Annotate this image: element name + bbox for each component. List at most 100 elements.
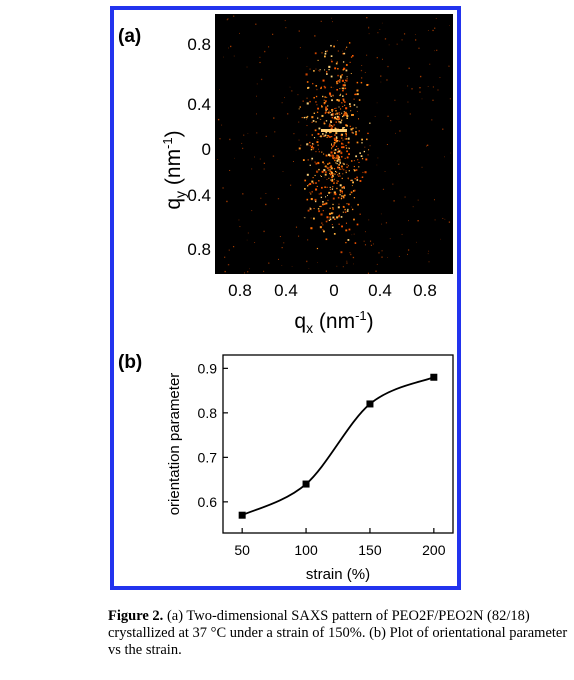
saxs-scatter-dot [310, 198, 313, 201]
saxs-scatter-dot [289, 184, 292, 186]
figure-svg: (a) 0.8 0.4 0 0.4 0.8 0.8 0.4 0 0.4 0.8 qy (nm-1… [118, 14, 454, 583]
panel-b-y-axis-label: orientation parameter [166, 373, 183, 516]
saxs-scatter-dot [344, 104, 346, 106]
saxs-scatter-dot [315, 121, 317, 123]
saxs-scatter-dot [344, 111, 347, 114]
saxs-scatter-dot [329, 169, 331, 171]
saxs-scatter-dot [356, 110, 358, 112]
saxs-scatter-dot [364, 231, 366, 233]
saxs-scatter-dot [360, 81, 363, 84]
saxs-scatter-dot [386, 79, 388, 81]
saxs-scatter-dot [330, 173, 332, 176]
saxs-scatter-dot [360, 155, 363, 157]
saxs-scatter-dot [224, 270, 226, 273]
saxs-scatter-dot [302, 100, 304, 102]
saxs-scatter-dot [346, 124, 348, 127]
saxs-scatter-dot [287, 57, 289, 59]
saxs-scatter-dot [228, 249, 230, 251]
saxs-pattern [215, 14, 453, 274]
saxs-scatter-dot [318, 180, 320, 182]
saxs-scatter-dot [360, 69, 363, 72]
saxs-scatter-dot [325, 100, 327, 102]
saxs-scatter-dot [433, 199, 435, 201]
saxs-scatter-dot [329, 216, 331, 218]
saxs-scatter-dot [323, 121, 325, 123]
saxs-scatter-dot [331, 176, 333, 179]
saxs-scatter-dot [309, 145, 311, 147]
saxs-scatter-dot [363, 240, 365, 242]
saxs-scatter-dot [368, 84, 370, 86]
saxs-scatter-dot [344, 112, 346, 114]
saxs-scatter-dot [222, 187, 224, 189]
saxs-scatter-dot [449, 65, 450, 67]
saxs-scatter-dot [328, 69, 330, 71]
saxs-scatter-dot [324, 69, 326, 71]
saxs-scatter-dot [352, 256, 355, 259]
saxs-scatter-dot [298, 139, 300, 141]
saxs-scatter-dot [432, 86, 434, 88]
saxs-scatter-dot [376, 57, 378, 59]
saxs-scatter-dot [332, 114, 334, 116]
saxs-scatter-dot [381, 250, 383, 252]
saxs-scatter-dot [341, 74, 343, 76]
saxs-scatter-dot [349, 193, 351, 196]
saxs-scatter-dot [340, 168, 342, 170]
saxs-scatter-dot [442, 128, 444, 130]
saxs-scatter-dot [398, 163, 400, 165]
saxs-scatter-dot [342, 98, 345, 101]
saxs-scatter-dot [242, 193, 244, 195]
saxs-scatter-dot [259, 158, 261, 160]
saxs-scatter-dot [352, 127, 354, 130]
saxs-scatter-dot [377, 157, 379, 159]
saxs-scatter-dot [355, 155, 358, 158]
saxs-scatter-dot [364, 146, 366, 148]
saxs-scatter-dot [330, 44, 332, 47]
saxs-scatter-dot [330, 95, 332, 97]
saxs-scatter-dot [333, 233, 336, 235]
saxs-scatter-dot [339, 189, 342, 192]
saxs-scatter-dot [322, 201, 324, 203]
saxs-scatter-dot [238, 219, 240, 221]
saxs-scatter-dot [324, 112, 327, 114]
saxs-scatter-dot [345, 135, 348, 137]
saxs-scatter-dot [338, 112, 340, 114]
saxs-scatter-dot [425, 145, 428, 147]
saxs-scatter-dot [327, 105, 329, 107]
saxs-scatter-dot [342, 205, 345, 208]
panel-b-data-point [430, 373, 438, 381]
figure-frame: (a) 0.8 0.4 0 0.4 0.8 0.8 0.4 0 0.4 0.8 qy (nm-1… [110, 6, 461, 590]
saxs-scatter-dot [309, 191, 311, 194]
saxs-scatter-dot [298, 147, 301, 150]
saxs-scatter-dot [307, 159, 309, 161]
saxs-scatter-dot [337, 155, 340, 158]
saxs-scatter-dot [314, 129, 317, 132]
saxs-scatter-dot [328, 92, 332, 95]
saxs-scatter-dot [323, 101, 326, 104]
saxs-scatter-dot [333, 191, 336, 194]
saxs-scatter-dot [310, 227, 313, 230]
saxs-scatter-dot [355, 133, 358, 136]
saxs-scatter-dot [339, 162, 342, 164]
saxs-scatter-dot [330, 127, 333, 130]
saxs-scatter-dot [353, 197, 356, 199]
saxs-scatter-dot [330, 131, 332, 134]
saxs-scatter-dot [330, 212, 333, 215]
saxs-scatter-dot [417, 220, 419, 222]
saxs-scatter-dot [336, 88, 338, 91]
saxs-scatter-dot [338, 223, 340, 225]
saxs-scatter-dot [329, 170, 331, 172]
saxs-scatter-dot [450, 152, 451, 154]
saxs-scatter-dot [315, 151, 317, 153]
saxs-scatter-dot [331, 116, 334, 119]
saxs-scatter-dot [330, 55, 333, 58]
saxs-scatter-dot [312, 147, 314, 149]
saxs-scatter-dot [332, 212, 334, 214]
saxs-scatter-dot [328, 172, 331, 175]
saxs-scatter-dot [340, 165, 343, 168]
saxs-scatter-dot [337, 67, 339, 70]
saxs-scatter-dot [345, 144, 347, 147]
saxs-scatter-dot [332, 194, 334, 196]
saxs-scatter-dot [260, 78, 263, 81]
saxs-scatter-dot [345, 138, 348, 140]
saxs-scatter-dot [325, 71, 328, 73]
